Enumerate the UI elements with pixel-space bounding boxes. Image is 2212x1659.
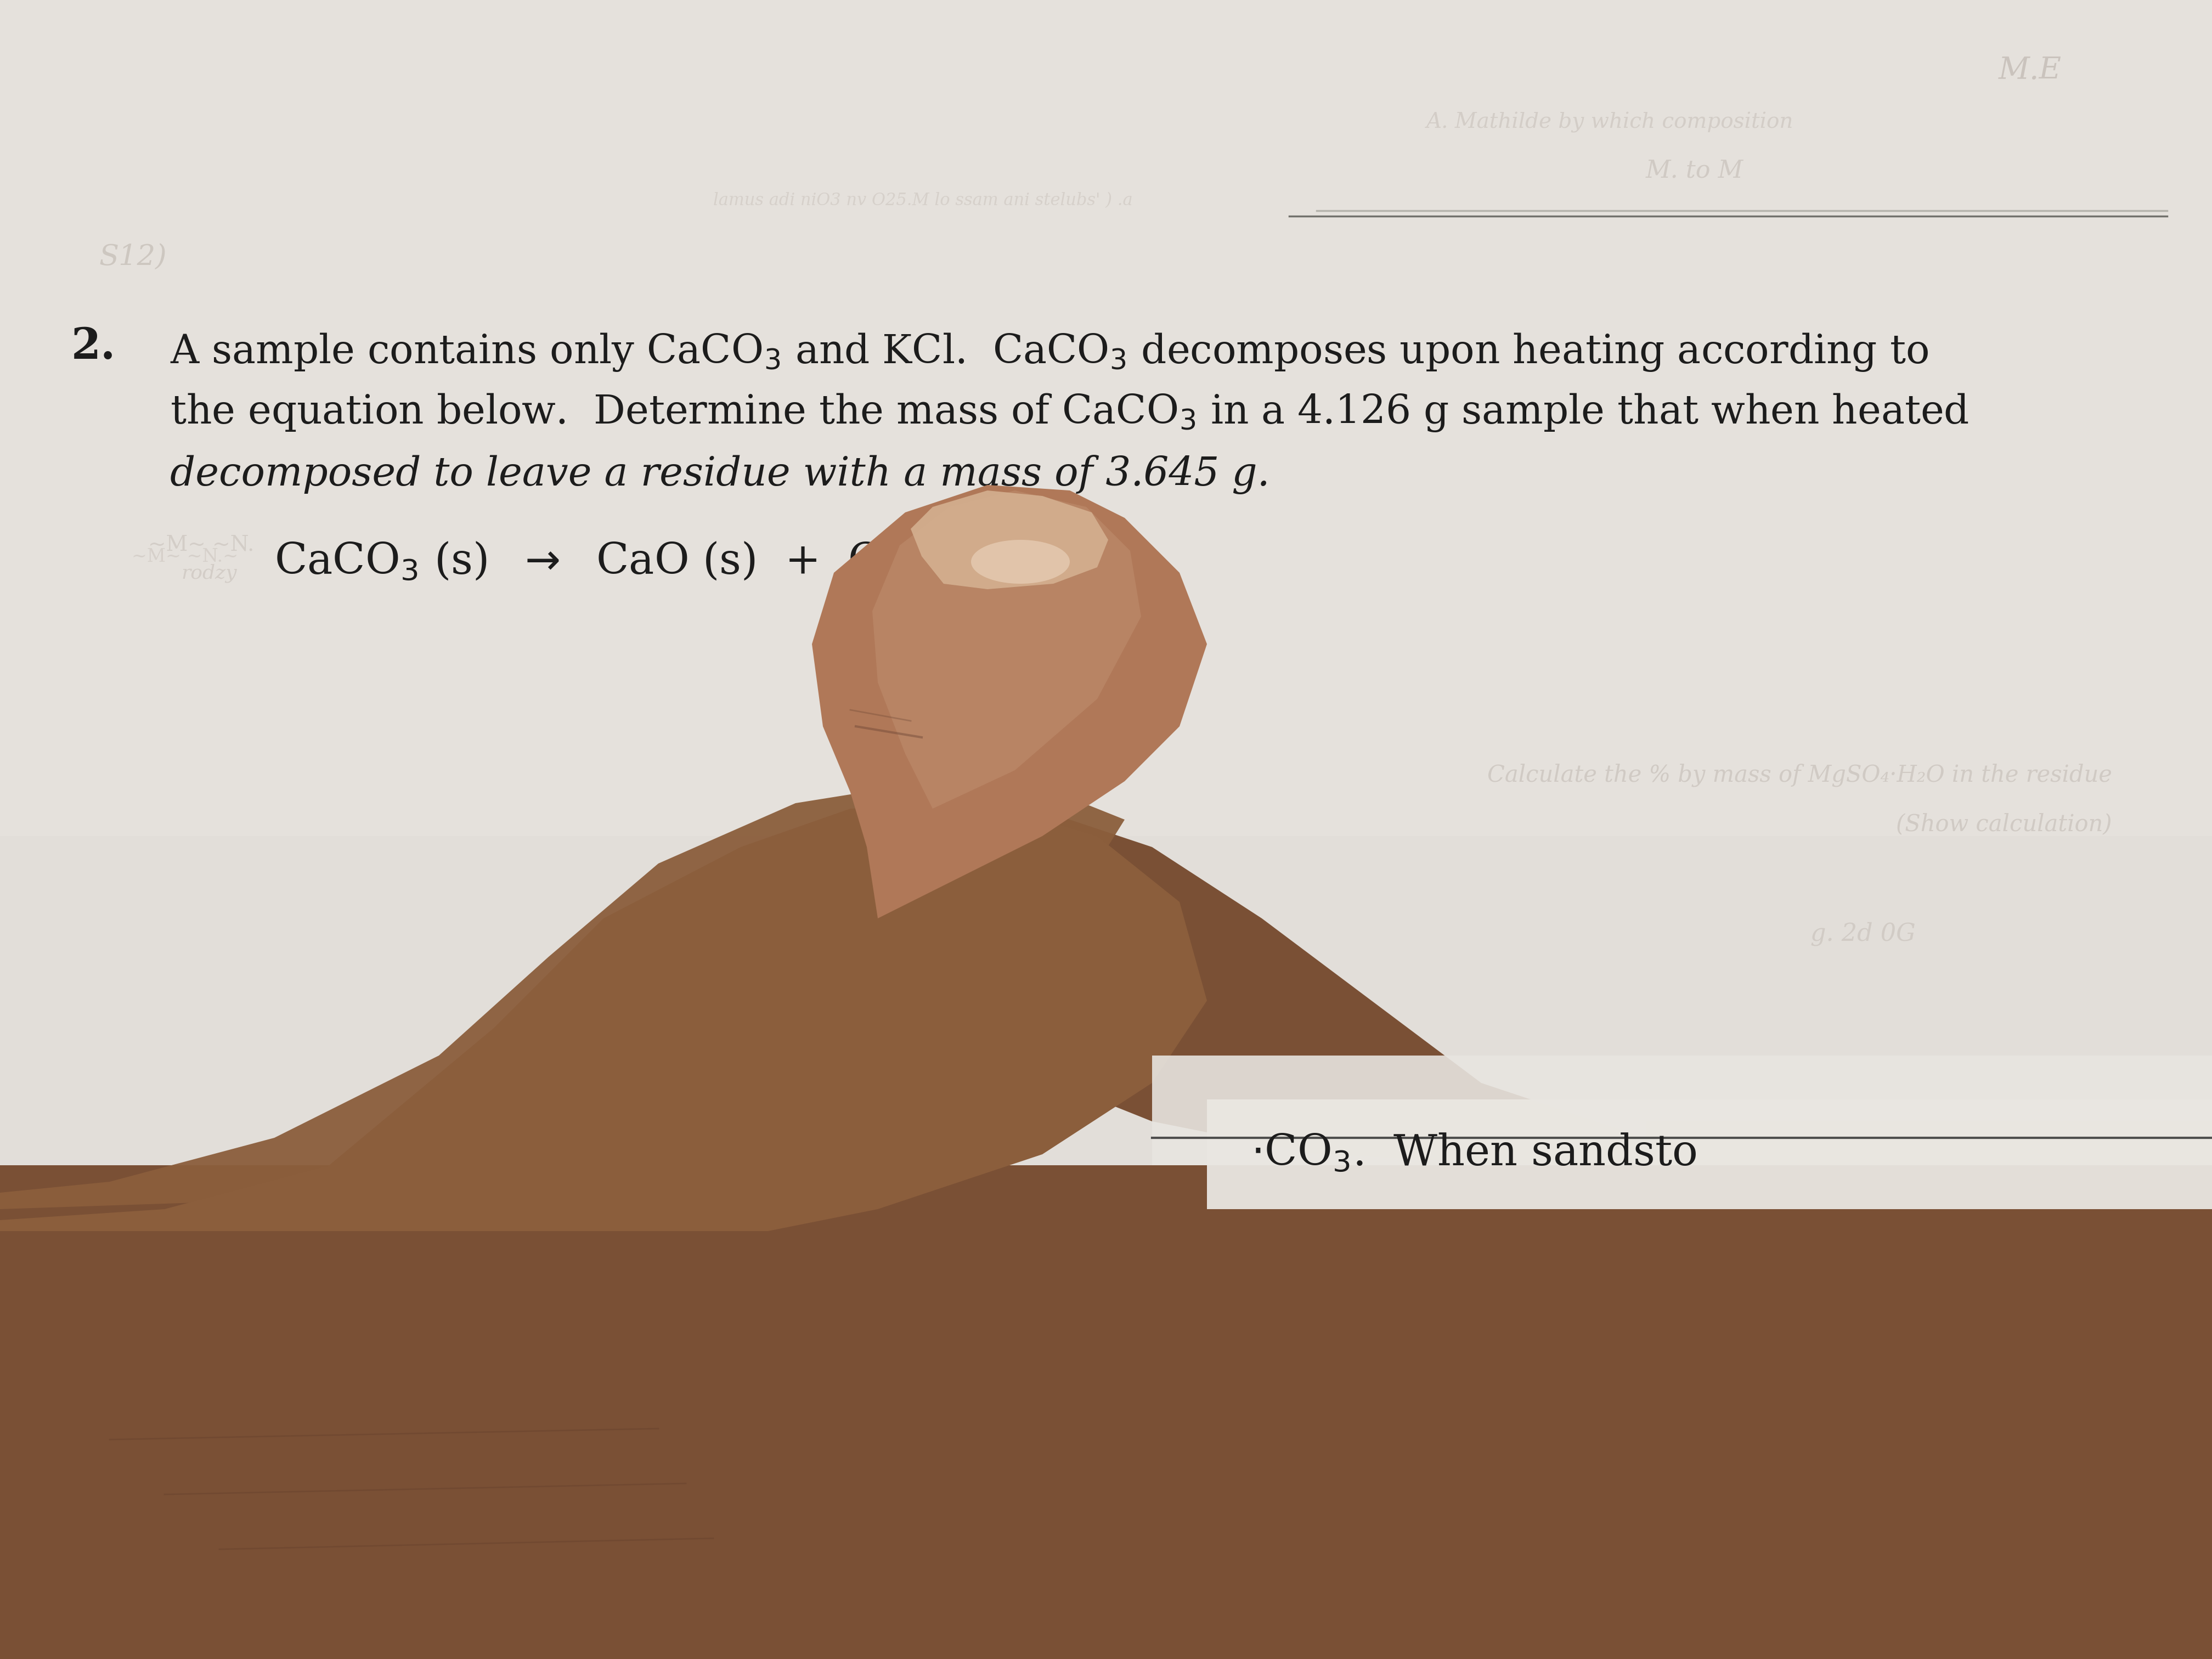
- Text: the equation below.  Determine the mass of CaCO$_3$ in a 4.126 g sample that whe: the equation below. Determine the mass o…: [170, 392, 1969, 433]
- Text: M. to M: M. to M: [1646, 159, 1743, 182]
- Bar: [0, 0, 2212, 1385]
- Text: (Show calculation): (Show calculation): [1896, 813, 2112, 836]
- Text: ~M~ ~N.: ~M~ ~N.: [148, 534, 254, 556]
- Text: lamus adi niO3 nv O25.M lo ssam ani stelubs' ) .a: lamus adi niO3 nv O25.M lo ssam ani stel…: [712, 192, 1133, 209]
- Text: $\cdot$CO$_3$.  When sandsto: $\cdot$CO$_3$. When sandsto: [1250, 1133, 1697, 1175]
- Polygon shape: [872, 491, 1141, 808]
- Bar: [0, 0, 2212, 1231]
- Bar: [0, 1165, 2212, 1659]
- Text: 2.: 2.: [71, 325, 115, 368]
- Polygon shape: [812, 484, 1208, 919]
- Polygon shape: [0, 803, 1208, 1231]
- Bar: [1152, 1055, 2212, 1165]
- Bar: [0, 0, 2212, 1231]
- Text: A. Mathilde by which composition: A. Mathilde by which composition: [1427, 113, 1794, 133]
- Polygon shape: [0, 793, 2212, 1659]
- Text: M.E: M.E: [1997, 55, 2062, 86]
- Polygon shape: [911, 491, 1108, 589]
- Ellipse shape: [971, 539, 1071, 584]
- Text: A sample contains only CaCO$_3$ and KCl.  CaCO$_3$ decomposes upon heating accor: A sample contains only CaCO$_3$ and KCl.…: [170, 332, 1929, 373]
- Bar: [1208, 1100, 2212, 1209]
- Text: decomposed to leave a residue with a mass of 3.645 g.: decomposed to leave a residue with a mas…: [170, 455, 1270, 494]
- Text: Calculate the % by mass of MgSO₄·H₂O in the residue: Calculate the % by mass of MgSO₄·H₂O in …: [1486, 763, 2112, 786]
- Bar: [1646, 1121, 2212, 1659]
- Text: g. 2d 0G: g. 2d 0G: [1809, 921, 1916, 946]
- Polygon shape: [0, 781, 1124, 1209]
- Bar: [0, 0, 2212, 836]
- Text: ~M~ ~N.~: ~M~ ~N.~: [133, 547, 239, 566]
- Text: CaCO$_3$ (s)  $\rightarrow$  CaO (s)  +  CO$_2$ (g): CaCO$_3$ (s) $\rightarrow$ CaO (s) + CO$…: [274, 539, 1009, 584]
- Text: S12): S12): [100, 244, 166, 272]
- Text: rodzy: rodzy: [181, 564, 237, 582]
